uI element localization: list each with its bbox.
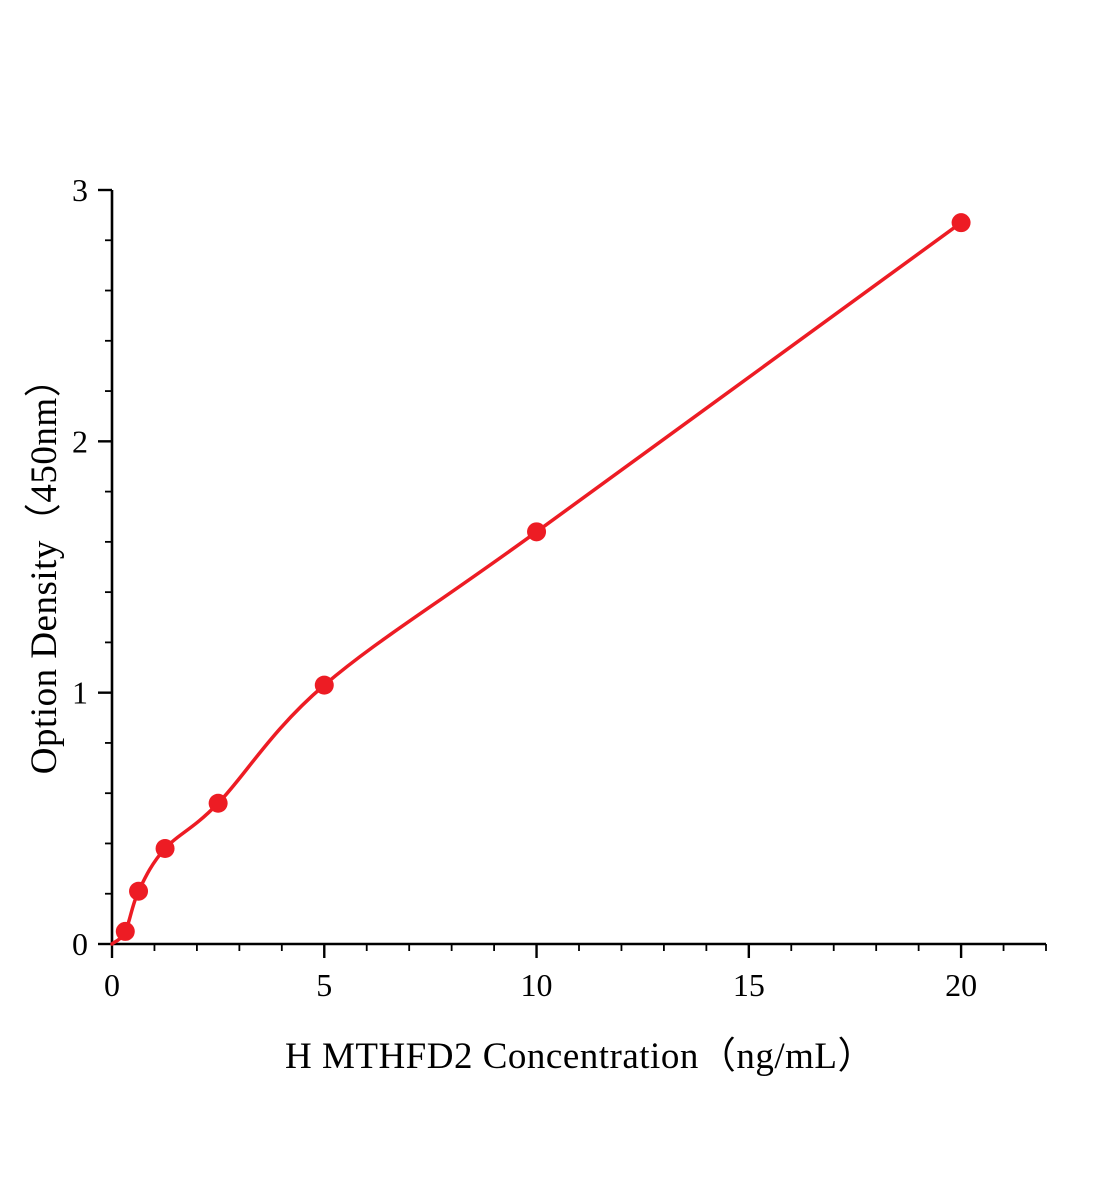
data-point (314, 675, 334, 695)
data-point (951, 213, 971, 233)
fit-curve (110, 220, 963, 946)
y-axis-title: Option Density（450nm） (24, 359, 65, 775)
y-tick-label: 0 (72, 926, 88, 962)
data-point (527, 522, 547, 542)
y-tick-label: 3 (72, 172, 88, 208)
x-tick-label: 0 (104, 967, 120, 1003)
data-point (208, 793, 228, 813)
data-point (155, 838, 175, 858)
x-tick-label: 15 (733, 967, 765, 1003)
x-tick-label: 10 (521, 967, 553, 1003)
x-tick-label: 5 (316, 967, 332, 1003)
y-tick-label: 1 (72, 675, 88, 711)
x-axis-title: H MTHFD2 Concentration（ng/mL） (284, 1036, 876, 1077)
data-point (129, 881, 149, 901)
data-point (115, 921, 135, 941)
y-tick-label: 2 (72, 423, 88, 459)
x-tick-label: 20 (945, 967, 977, 1003)
